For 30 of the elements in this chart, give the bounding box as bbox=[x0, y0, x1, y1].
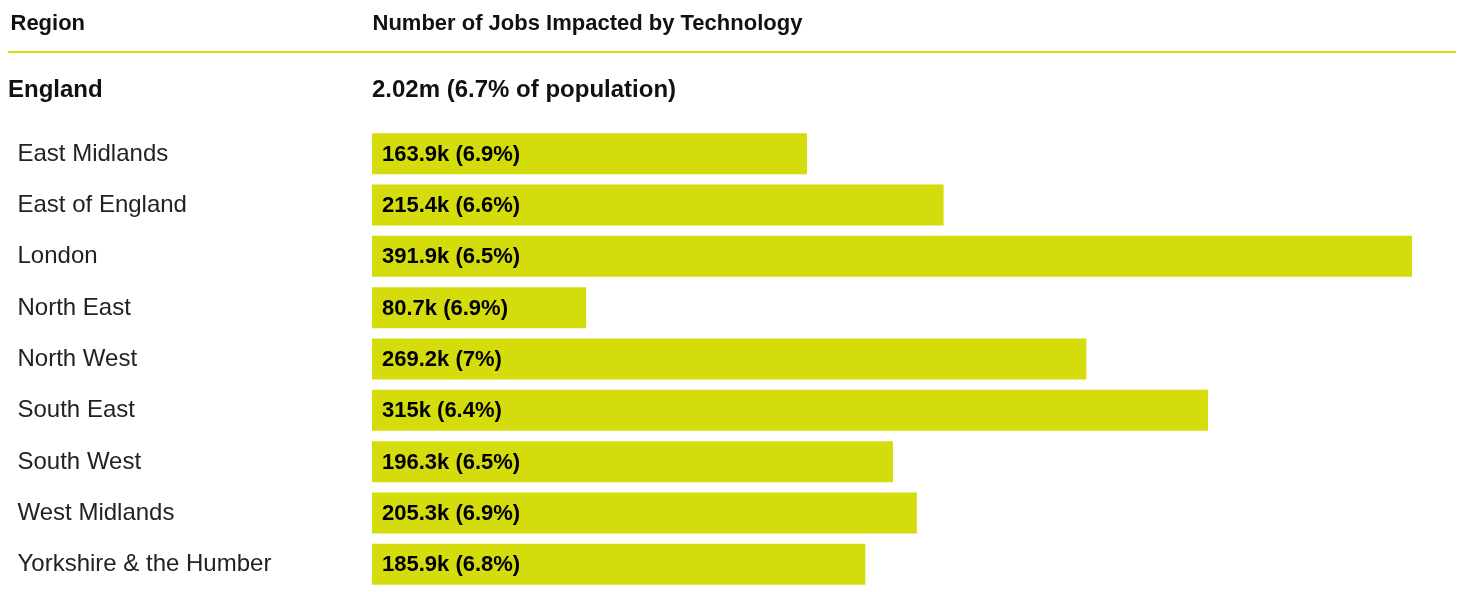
data-label: 185.9k (6.8%) bbox=[382, 551, 521, 577]
text: 2.02m (6.7% of population) bbox=[372, 75, 677, 102]
bar bbox=[372, 133, 807, 175]
y-tick-label: South East bbox=[17, 395, 136, 423]
data-label: 205.3k (6.9%) bbox=[382, 500, 521, 525]
bar bbox=[372, 184, 944, 226]
y-tick-label: North East bbox=[17, 292, 132, 320]
y-tick-label: North West bbox=[17, 344, 138, 371]
y-axis-title: Region bbox=[10, 9, 86, 35]
text: England bbox=[8, 75, 103, 102]
data-label: 215.4k (6.6%) bbox=[382, 192, 521, 217]
y-tick-label: West Midlands bbox=[17, 498, 175, 525]
bar bbox=[372, 543, 866, 585]
bar bbox=[372, 492, 917, 534]
data-label: 391.9k (6.5%) bbox=[382, 243, 521, 269]
x-axis-title: Number of Jobs Impacted by Technology bbox=[372, 9, 804, 35]
data-label: 163.9k (6.9%) bbox=[382, 140, 521, 166]
data-label: 196.3k (6.5%) bbox=[382, 448, 521, 474]
data-label: 269.2k (7%) bbox=[382, 346, 502, 371]
data-label: 80.7k (6.9%) bbox=[382, 294, 508, 320]
bar bbox=[372, 235, 1412, 277]
bar bbox=[372, 441, 893, 483]
y-tick-label: East Midlands bbox=[17, 138, 169, 166]
y-tick-label: South West bbox=[17, 446, 142, 474]
y-tick-label: East of England bbox=[17, 190, 187, 217]
y-tick-label: London bbox=[17, 241, 98, 269]
bar bbox=[372, 338, 1087, 380]
data-label: 315k (6.4%) bbox=[382, 397, 502, 423]
bar bbox=[372, 389, 1208, 431]
y-tick-label: Yorkshire & the Humber bbox=[17, 549, 272, 577]
